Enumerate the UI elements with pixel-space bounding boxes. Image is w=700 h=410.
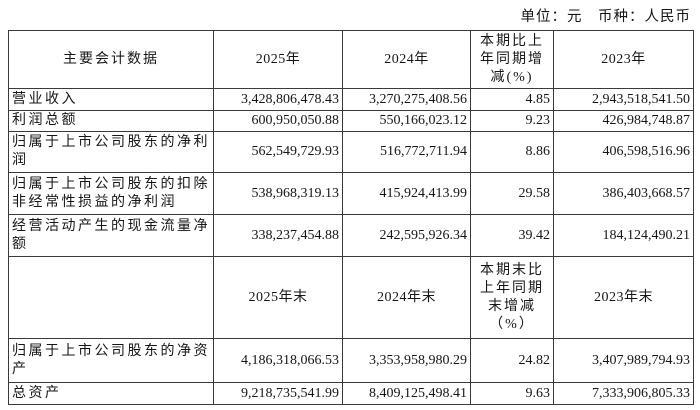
header-2025-end: 2025年末 [213, 256, 343, 339]
value-2025: 600,950,050.88 [213, 110, 343, 132]
header-main-accounting-data: 主要会计数据 [8, 30, 214, 89]
value-2023: 406,598,516.96 [553, 131, 694, 173]
table-row-operating-cash-flow: 经营活动产生的现金流量净额 338,237,454.88 242,595,926… [8, 214, 694, 257]
value-change: 4.85 [470, 88, 554, 111]
value-2023: 2,943,518,541.50 [553, 88, 694, 111]
value-change: 29.58 [470, 172, 554, 215]
value-2025: 3,428,806,478.43 [213, 88, 343, 111]
value-2024: 3,270,275,408.56 [342, 88, 471, 111]
value-2024: 3,353,958,980.29 [342, 338, 471, 383]
table-row-net-assets-attributable: 归属于上市公司股东的净资产 4,186,318,066.53 3,353,958… [8, 338, 694, 383]
value-2023: 386,403,668.57 [553, 172, 694, 215]
value-2023: 7,333,906,805.33 [553, 382, 694, 405]
label-cell: 归属于上市公司股东的净资产 [8, 338, 214, 383]
value-change: 9.23 [470, 110, 554, 132]
label-cell: 归属于上市公司股东的扣除非经常性损益的净利润 [8, 172, 214, 215]
label-cell: 归属于上市公司股东的净利润 [8, 131, 214, 173]
value-2024: 516,772,711.94 [342, 131, 471, 173]
value-change: 39.42 [470, 214, 554, 257]
value-change: 9.63 [470, 382, 554, 405]
value-2024: 242,595,926.34 [342, 214, 471, 257]
table-row-net-profit-attributable: 归属于上市公司股东的净利润 562,549,729.93 516,772,711… [8, 131, 694, 173]
value-2025: 4,186,318,066.53 [213, 338, 343, 383]
header-2023: 2023年 [553, 30, 694, 89]
table-row-operating-revenue: 营业收入 3,428,806,478.43 3,270,275,408.56 4… [8, 88, 694, 111]
unit-currency-label: 单位：元 币种：人民币 [520, 9, 691, 25]
value-2023: 3,407,989,794.93 [553, 338, 694, 383]
header-empty [8, 256, 214, 339]
header-eoy-change: 本期末比上年同期末增减（%） [470, 256, 554, 339]
label-cell: 营业收入 [8, 88, 214, 111]
value-2024: 415,924,413.99 [342, 172, 471, 215]
header-row-annual: 主要会计数据 2025年 2024年 本期比上年同期增减(%) 2023年 [8, 30, 694, 89]
header-2023-end: 2023年末 [553, 256, 694, 339]
table-row-total-assets: 总资产 9,218,735,541.99 8,409,125,498.41 9.… [8, 382, 694, 405]
value-2025: 9,218,735,541.99 [213, 382, 343, 405]
key-accounting-data-table: 主要会计数据 2025年 2024年 本期比上年同期增减(%) 2023年 营业… [8, 30, 694, 405]
header-2024: 2024年 [342, 30, 471, 89]
header-2025: 2025年 [213, 30, 343, 89]
header-yoy-change: 本期比上年同期增减(%) [470, 30, 554, 89]
label-cell: 利润总额 [8, 110, 214, 132]
table-row-total-profit: 利润总额 600,950,050.88 550,166,023.12 9.23 … [8, 110, 694, 132]
label-cell: 经营活动产生的现金流量净额 [8, 214, 214, 257]
header-row-end-of-year: 2025年末 2024年末 本期末比上年同期末增减（%） 2023年末 [8, 256, 694, 339]
value-2024: 8,409,125,498.41 [342, 382, 471, 405]
value-2025: 538,968,319.13 [213, 172, 343, 215]
value-2023: 426,984,748.87 [553, 110, 694, 132]
value-2025: 338,237,454.88 [213, 214, 343, 257]
value-2024: 550,166,023.12 [342, 110, 471, 132]
value-2025: 562,549,729.93 [213, 131, 343, 173]
table-row-net-profit-excl-nonrecurring: 归属于上市公司股东的扣除非经常性损益的净利润 538,968,319.13 41… [8, 172, 694, 215]
value-2023: 184,124,490.21 [553, 214, 694, 257]
value-change: 24.82 [470, 338, 554, 383]
header-2024-end: 2024年末 [342, 256, 471, 339]
value-change: 8.86 [470, 131, 554, 173]
label-cell: 总资产 [8, 382, 214, 405]
